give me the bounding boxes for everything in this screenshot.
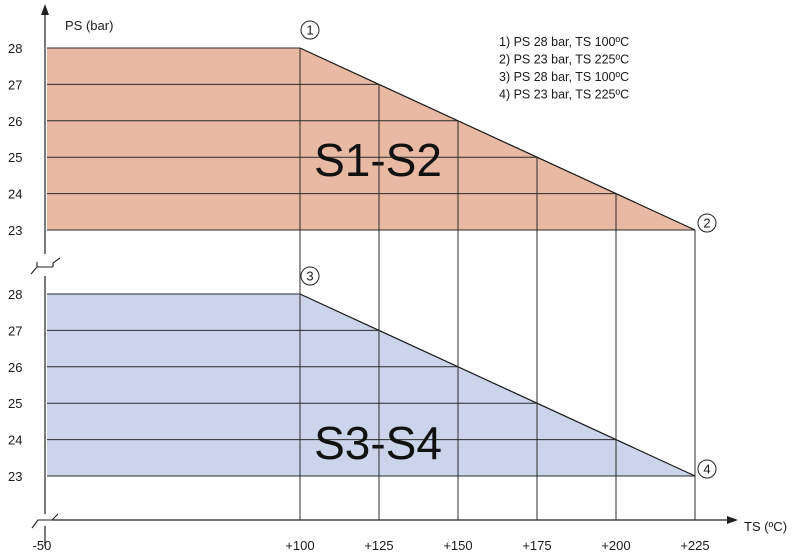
x-tick-label: +225 [680, 538, 709, 553]
legend: 1) PS 28 bar, TS 100ºC 2) PS 23 bar, TS 2… [499, 35, 629, 102]
limit-line [299, 293, 696, 477]
x-tick-labels: -50 +100 +125 +150 +175 +200 +225 [33, 538, 710, 553]
vertical-grid [299, 48, 696, 520]
x-tick-label: -50 [33, 538, 52, 553]
point-marker-icon [300, 20, 320, 40]
point-marker-icon [697, 213, 717, 233]
point-marker-icon [697, 459, 717, 479]
y-tick-label: 24 [8, 433, 22, 448]
y-tick-label: 28 [8, 41, 22, 56]
axis-break-icon [30, 257, 61, 275]
panel-1: 28 27 26 25 24 23 S1-S2 1 2 [8, 20, 717, 238]
panel-2: 28 27 26 25 24 23 S3-S4 3 4 [8, 266, 717, 484]
point-marker-number: 4 [703, 462, 710, 477]
y-tick-label: 28 [8, 287, 22, 302]
x-tick-label: +125 [364, 538, 393, 553]
region-fill [47, 294, 695, 476]
y-tick-label: 23 [8, 223, 22, 238]
legend-item: 3) PS 28 bar, TS 100ºC [499, 70, 629, 84]
x-tick-label: +150 [443, 538, 472, 553]
region-label: S3-S4 [314, 417, 442, 469]
y-tick-label: 26 [8, 114, 22, 129]
legend-item: 4) PS 23 bar, TS 225ºC [499, 88, 629, 102]
y-tick-label: 25 [8, 150, 22, 165]
x-axis-break-icon [31, 513, 59, 529]
x-tick-label: +175 [522, 538, 551, 553]
x-axis-title: TS (ºC) [744, 519, 787, 534]
y-tick-label: 27 [8, 77, 22, 92]
point-marker-number: 1 [306, 23, 313, 38]
legend-item: 1) PS 28 bar, TS 100ºC [499, 35, 629, 49]
point-marker-number: 2 [703, 216, 710, 231]
axes-layer: PS (bar) TS (ºC) [30, 4, 787, 546]
point-marker-icon [300, 266, 320, 286]
y-tick-label: 24 [8, 187, 22, 202]
y-tick-label: 25 [8, 396, 22, 411]
x-tick-label: +200 [601, 538, 630, 553]
y-tick-label: 27 [8, 323, 22, 338]
y-axis-arrow-icon [41, 4, 49, 15]
x-tick-label: +100 [285, 538, 314, 553]
y-axis-title: PS (bar) [65, 18, 113, 33]
x-axis-arrow-icon [727, 516, 738, 524]
y-tick-label: 23 [8, 469, 22, 484]
axis-break-gap [40, 254, 51, 276]
limit-line [299, 47, 696, 231]
region-label: S1-S2 [314, 134, 442, 186]
panels-layer: 28 27 26 25 24 23 S1-S2 1 2 28 27 26 25 24 23 S3-S4 3 4 [8, 20, 717, 520]
point-marker-number: 3 [306, 269, 313, 284]
legend-item: 2) PS 23 bar, TS 225ºC [499, 53, 629, 67]
y-tick-label: 26 [8, 360, 22, 375]
region-fill [47, 48, 695, 230]
